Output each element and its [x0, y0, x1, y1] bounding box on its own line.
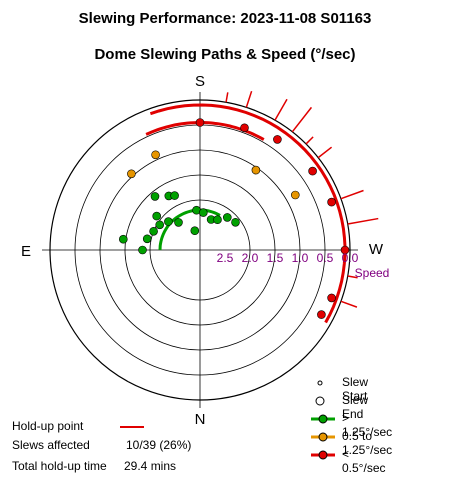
compass-right-label: W [369, 241, 384, 258]
data-point [190, 226, 200, 235]
data-point [213, 215, 222, 224]
holdup-line-icon [120, 426, 144, 428]
data-point [164, 217, 173, 226]
holdup-marker [291, 106, 313, 133]
legend-start-label: Slew Start [342, 375, 369, 403]
data-point [223, 213, 232, 222]
speed-tick-label: 1.5 [267, 251, 284, 265]
data-point [290, 190, 300, 200]
data-point [327, 197, 336, 207]
data-point [150, 192, 160, 201]
slew-start-icon [317, 380, 323, 386]
data-point [251, 165, 261, 175]
data-point [155, 220, 164, 230]
speed-axis-label: Speed [355, 266, 390, 280]
series-1 [127, 150, 300, 200]
data-point [127, 169, 136, 179]
holdup-marker [347, 217, 379, 225]
compass-bottom-label: N [195, 411, 206, 428]
data-point [317, 310, 326, 319]
holdup-marker [347, 275, 358, 279]
data-point [199, 208, 208, 217]
slow-speed-icon [311, 450, 335, 460]
holdup-marker [340, 189, 364, 200]
legend-slow-label: < 0.5°/sec [342, 447, 386, 475]
speed-tick-label: 2.0 [242, 251, 259, 265]
holdup-marker [340, 300, 358, 308]
series-2 [195, 118, 350, 319]
slews-affected-value: 10/39 (26%) [126, 438, 192, 452]
series-0 [119, 191, 240, 255]
data-point [174, 218, 183, 227]
holdup-label: Hold-up point [12, 419, 84, 433]
fast-speed-icon [311, 414, 335, 424]
data-point [151, 150, 160, 160]
data-point [240, 123, 249, 133]
compass-left-label: E [21, 243, 31, 260]
medium-speed-icon [311, 432, 335, 442]
data-point [170, 191, 179, 200]
data-point [138, 245, 147, 255]
data-point [327, 293, 336, 303]
holdup-marker [305, 136, 314, 145]
data-point [195, 118, 205, 127]
speed-tick-label: 2.5 [217, 251, 234, 265]
chart-subtitle: Dome Slewing Paths & Speed (°/sec) [94, 46, 356, 63]
data-point [231, 218, 240, 227]
data-point [119, 234, 128, 244]
data-point [340, 245, 350, 255]
legend-fast-label: > 1.25°/sec [342, 411, 393, 439]
speed-tick-label: 0.5 [317, 251, 334, 265]
holdup-marker [245, 90, 253, 108]
holdup-time-value: 29.4 mins [124, 459, 177, 473]
speed-tick-label: 0.0 [342, 251, 359, 265]
slews-affected-label: Slews affected [12, 438, 90, 452]
data-point [273, 135, 282, 144]
data-point [152, 211, 161, 221]
holdup-marker [225, 92, 229, 103]
speed-tick-label: 1.0 [292, 251, 309, 265]
compass-top-label: S [195, 73, 205, 90]
chart-title: Slewing Performance: 2023-11-08 S01163 [78, 10, 372, 27]
legend-end-label: Slew End [342, 393, 369, 421]
holdup-marker [317, 146, 333, 159]
data-point [142, 234, 152, 244]
slew-path [149, 103, 347, 324]
legend-medium-label: 0.5 to 1.25°/sec [342, 429, 393, 457]
data-point [308, 166, 317, 176]
holdup-marker [274, 98, 288, 121]
data-point [149, 227, 158, 236]
slew-end-icon [315, 396, 325, 406]
holdup-time-label: Total hold-up time [12, 459, 107, 473]
